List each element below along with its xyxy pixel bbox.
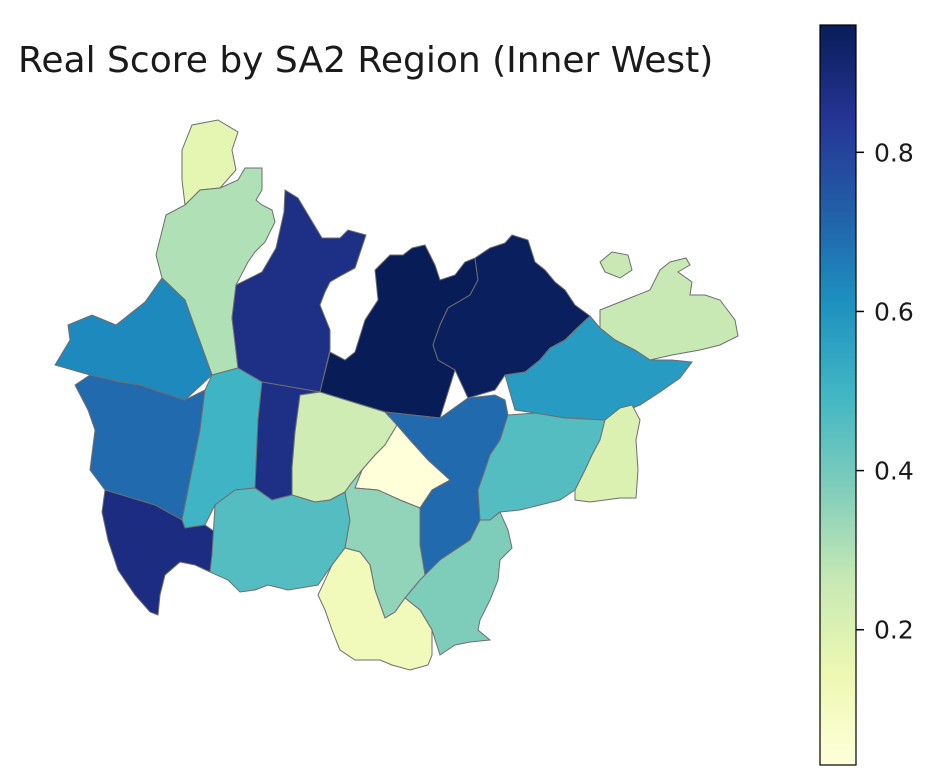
colorbar-tick-label: 0.4 bbox=[874, 457, 914, 486]
region-northern-tip bbox=[181, 119, 239, 207]
colorbar-gradient bbox=[819, 24, 857, 766]
map-title: Real Score by SA2 Region (Inner West) bbox=[18, 40, 714, 81]
region-north-east-peninsula bbox=[432, 234, 591, 399]
region-south-west bbox=[101, 489, 216, 616]
region-far-east bbox=[574, 404, 641, 503]
colorbar-tick-label: 0.2 bbox=[874, 616, 914, 645]
colorbar-tick-label: 0.8 bbox=[874, 138, 914, 167]
region-south bbox=[317, 547, 433, 671]
colorbar-ticks: 0.2 0.4 0.6 0.8 bbox=[856, 138, 914, 645]
colorbar-tick-label: 0.6 bbox=[874, 297, 914, 326]
